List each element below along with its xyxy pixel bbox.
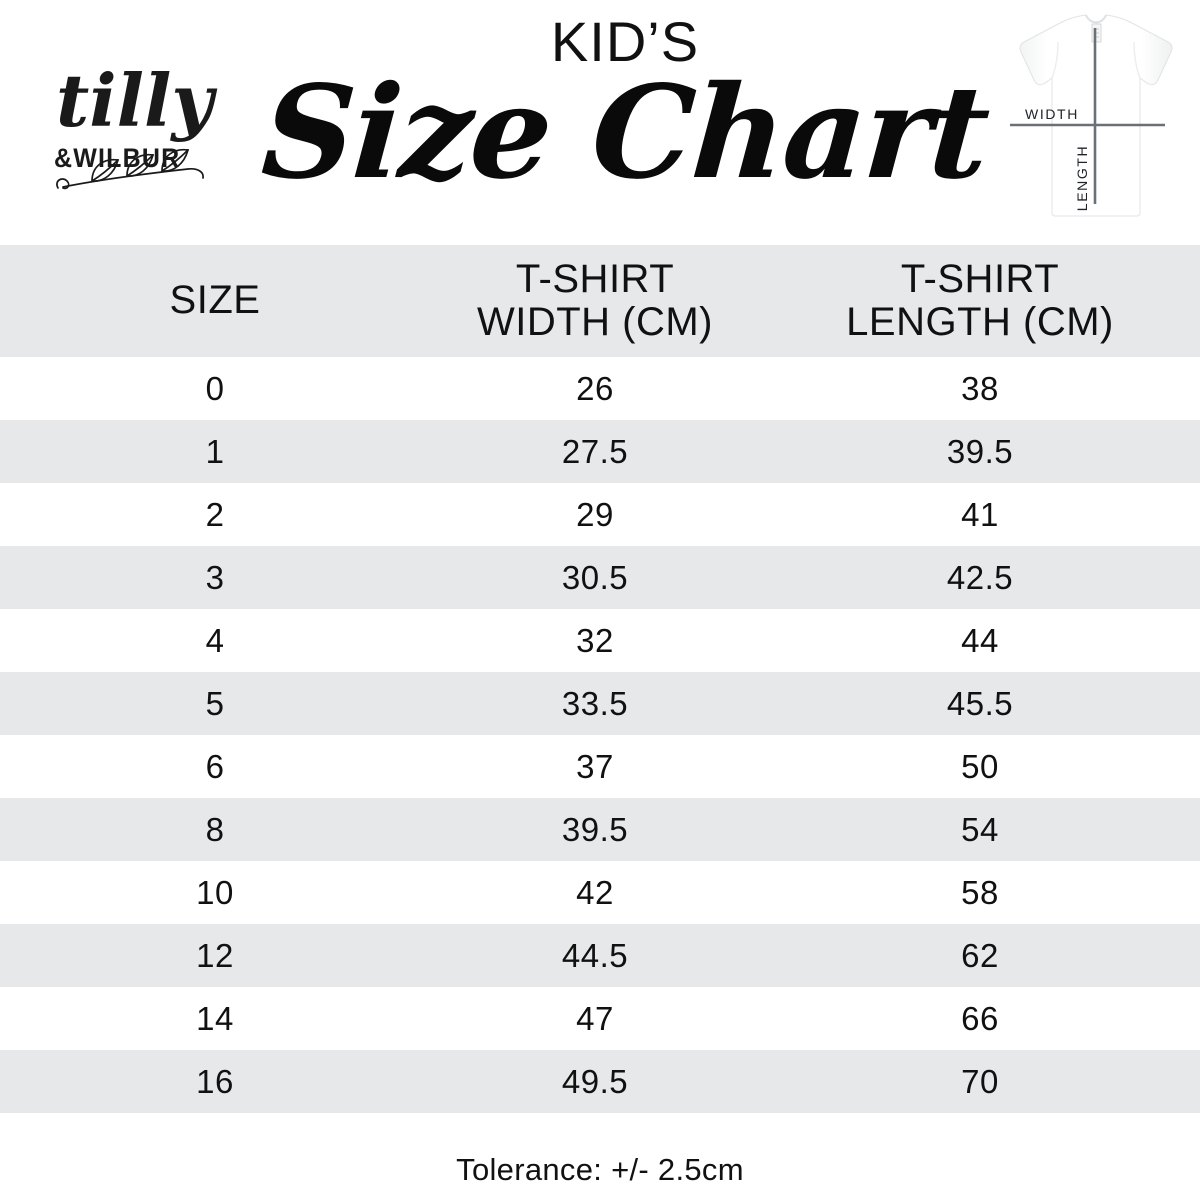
cell-length: 38 [961,369,999,407]
cell-width: 47 [576,999,614,1037]
table-row: 16 49.5 70 [0,1050,1200,1113]
cell-size: 16 [196,1062,234,1100]
cell-length: 39.5 [946,432,1014,470]
cell-width: 39.5 [561,810,629,848]
table-row: 12 44.5 62 [0,924,1200,987]
table-row: 1 27.5 39.5 [0,420,1200,483]
cell-width: 26 [576,369,614,407]
cell-size: 3 [205,558,225,596]
cell-size: 6 [205,747,225,785]
column-header-size: SIZE [169,278,261,323]
cell-width: 30.5 [561,558,629,596]
cell-size: 2 [205,495,225,533]
tshirt-measurement-diagram: WIDTH LENGTH [1000,8,1192,220]
page-header: tilly &WILBUR KID’S Size Chart [0,0,1200,245]
table-header-row: SIZE T-SHIRT WIDTH (CM) T-SHIRT LENGTH (… [0,245,1200,357]
page-title: Size Chart [257,58,993,208]
leaf-branch-icon: tilly &WILBUR [54,58,217,190]
width-label: WIDTH [1025,106,1079,122]
column-header-length: T-SHIRT LENGTH (CM) [846,256,1114,344]
logo-script-text: tilly [56,58,217,143]
table-row: 14 47 66 [0,987,1200,1050]
cell-length: 58 [961,873,999,911]
cell-length: 70 [961,1062,999,1100]
cell-length: 62 [961,936,999,974]
logo-sub-text: &WILBUR [54,142,180,173]
table-row: 6 37 50 [0,735,1200,798]
cell-size: 4 [205,621,225,659]
cell-length: 44 [961,621,999,659]
column-header-width: T-SHIRT WIDTH (CM) [476,256,714,344]
table-row: 2 29 41 [0,483,1200,546]
cell-size: 14 [196,999,234,1037]
table-row: 5 33.5 45.5 [0,672,1200,735]
cell-width: 32 [576,621,614,659]
title-block: KID’S Size Chart [255,0,995,209]
cell-length: 54 [961,810,999,848]
cell-size: 5 [205,684,225,722]
cell-size: 12 [196,936,234,974]
cell-width: 42 [576,873,614,911]
page-eyebrow: KID’S [550,10,700,73]
length-label: LENGTH [1074,145,1090,211]
cell-width: 29 [576,495,614,533]
cell-size: 1 [205,432,225,470]
cell-width: 27.5 [561,432,629,470]
cell-width: 33.5 [561,684,629,722]
cell-width: 44.5 [561,936,629,974]
brand-logo: tilly &WILBUR [48,48,238,208]
cell-length: 42.5 [946,558,1014,596]
cell-length: 45.5 [946,684,1014,722]
table-row: 10 42 58 [0,861,1200,924]
cell-length: 66 [961,999,999,1037]
table-row: 8 39.5 54 [0,798,1200,861]
cell-size: 8 [205,810,225,848]
size-chart-table: SIZE T-SHIRT WIDTH (CM) T-SHIRT LENGTH (… [0,245,1200,1113]
tolerance-note: Tolerance: +/- 2.5cm [0,1146,1200,1200]
cell-length: 41 [961,495,999,533]
cell-width: 37 [576,747,614,785]
cell-size: 10 [196,873,234,911]
table-row: 4 32 44 [0,609,1200,672]
table-row: 3 30.5 42.5 [0,546,1200,609]
cell-size: 0 [205,369,225,407]
cell-width: 49.5 [561,1062,629,1100]
cell-length: 50 [961,747,999,785]
table-row: 0 26 38 [0,357,1200,420]
